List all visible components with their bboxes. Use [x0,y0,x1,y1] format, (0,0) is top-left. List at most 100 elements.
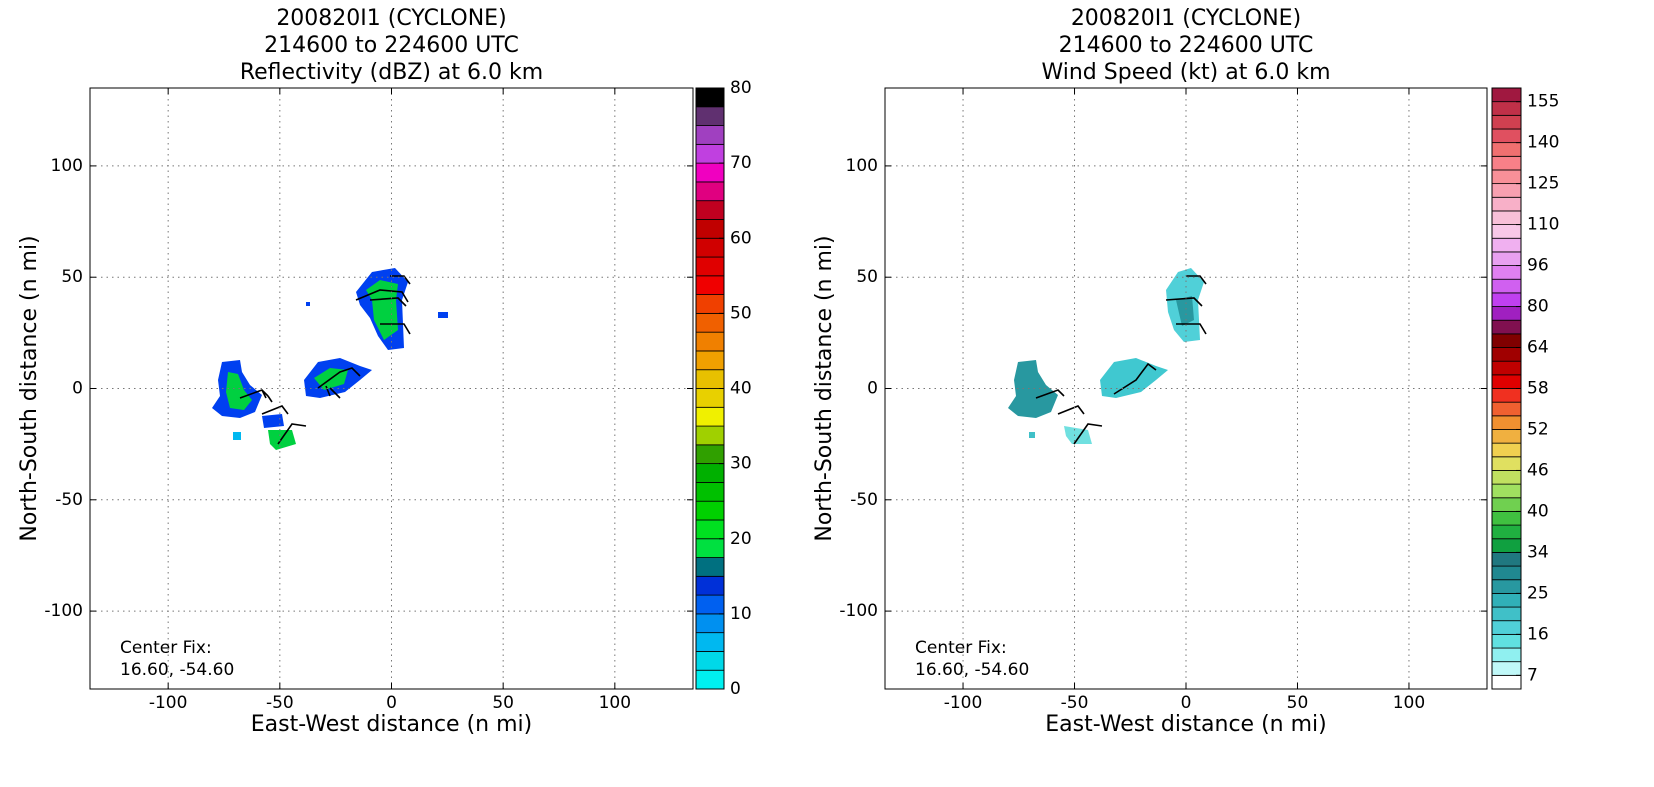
colorbar-segment [1491,524,1522,540]
chart-title: 214600 to 224600 UTC [264,33,519,58]
colorbar-tick-label: 30 [730,454,752,474]
annotation: Center Fix: [915,638,1007,658]
x-tick-label: 100 [599,693,631,713]
colorbar-segment [1491,237,1522,253]
colorbar-segment [1491,360,1522,376]
y-axis-label: North-South distance (n mi) [17,235,42,541]
y-tick-label: 100 [846,156,878,176]
colorbar-segment [1491,592,1522,608]
colorbar-segment [1491,429,1522,444]
colorbar-segment [695,369,725,389]
chart-title: 200820I1 (CYCLONE) [276,6,506,31]
colorbar-segment [1491,552,1522,567]
x-axis-label: East-West distance (n mi) [251,712,532,737]
echoes-right [1008,268,1207,445]
colorbar-tick-label: 10 [730,604,752,624]
colorbar-segment [1491,169,1522,185]
colorbar-tick-label: 80 [730,78,752,98]
colorbar-segment [1491,579,1522,594]
colorbar-segment [1491,538,1522,553]
y-axis-label: North-South distance (n mi) [812,235,837,541]
x-tick-label: 0 [386,693,397,713]
colorbar-segment [695,294,725,314]
y-tick-label: 0 [867,379,878,399]
colorbar-segment [1491,401,1522,417]
colorbar-segment [695,425,725,446]
colorbar-segment [695,651,725,671]
colorbar-segment [1491,470,1522,485]
colorbar-segment [1491,114,1522,130]
chart-title: 214600 to 224600 UTC [1059,33,1314,58]
colorbar-tick-label: 64 [1527,338,1549,358]
colorbar-tick-label: 7 [1527,665,1538,685]
colorbar-tick-label: 40 [730,379,752,399]
colorbar-segment [695,256,725,277]
chart-title: Reflectivity (dBZ) at 6.0 km [240,60,543,85]
colorbar-segment [695,669,725,690]
colorbar-segment [695,444,725,465]
x-tick-label: 50 [492,693,514,713]
x-tick-label: 50 [1287,693,1309,713]
plot-frame [89,87,694,690]
colorbar-segment [1491,265,1522,280]
colorbar-segment [1491,388,1522,403]
x-tick-label: -50 [266,693,294,713]
colorbar-segment [695,519,725,540]
colorbar-segment [695,181,725,202]
annotation: Center Fix: [120,638,212,658]
colorbar-segment [1491,511,1522,526]
colorbar-segment [695,350,725,371]
colorbar-tick-label: 155 [1527,92,1559,112]
colorbar-segment [1491,606,1522,622]
colorbar-segment [695,87,725,108]
y-tick-label: -50 [55,490,83,510]
x-tick-label: -100 [149,693,188,713]
colorbar-tick-label: 70 [730,153,752,173]
colorbar-tick-label: 110 [1527,215,1559,235]
colorbar-segment [695,575,725,596]
colorbar-segment [1491,483,1522,499]
colorbar-tick-label: 25 [1527,583,1549,603]
colorbar-tick-label: 34 [1527,542,1549,562]
colorbar-segment [695,482,725,502]
x-tick-label: 0 [1181,693,1192,713]
colorbar-segment [1491,565,1522,581]
colorbar-tick-label: 52 [1527,419,1549,439]
colorbar-tick-label: 125 [1527,174,1559,194]
colorbar-segment [695,632,725,652]
colorbar-segment [695,388,725,408]
colorbar-segment [1491,142,1522,157]
colorbar-tick-label: 140 [1527,133,1559,153]
colorbar-segment [695,125,725,145]
y-tick-label: 50 [61,267,83,287]
colorbar-segment [695,106,725,126]
colorbar-tick-label: 20 [730,529,752,549]
colorbar-segment [1491,101,1522,116]
colorbar-tick-label: 96 [1527,256,1549,276]
colorbar-segment [695,237,725,258]
colorbar-segment [1491,210,1522,225]
colorbar-segment [1491,319,1522,335]
colorbar-segment [695,500,725,521]
colorbar-segment [695,331,725,352]
y-tick-label: -100 [839,601,878,621]
annotation: 16.60, -54.60 [915,660,1029,680]
colorbar-segment [1491,347,1522,362]
colorbar-segment [1491,661,1522,676]
colorbar-segment [695,613,725,634]
colorbar-segment [695,594,725,615]
colorbar-tick-label: 58 [1527,379,1549,399]
colorbar-segment [695,312,725,333]
x-axis-label: East-West distance (n mi) [1045,712,1326,737]
colorbar-segment [1491,183,1522,198]
colorbar-segment [1491,442,1522,458]
plot-frame [884,87,1488,690]
colorbar-segment [1491,647,1522,663]
colorbar-segment [1491,278,1522,294]
chart-title: 200820I1 (CYCLONE) [1071,6,1301,31]
y-tick-label: 50 [856,267,878,287]
x-tick-label: 100 [1393,693,1425,713]
colorbar-segment [695,463,725,483]
y-tick-label: -100 [44,601,83,621]
